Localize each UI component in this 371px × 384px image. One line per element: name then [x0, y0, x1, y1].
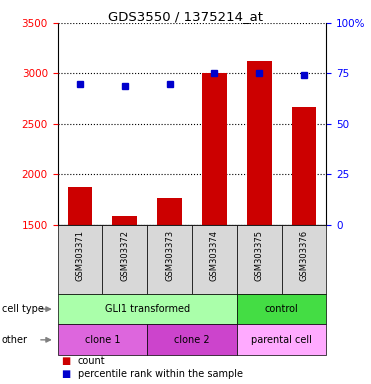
Text: GDS3550 / 1375214_at: GDS3550 / 1375214_at: [108, 10, 263, 23]
Bar: [247, 61, 272, 376]
Bar: [237, 225, 282, 294]
Text: count: count: [78, 356, 105, 366]
Text: clone 1: clone 1: [85, 335, 120, 345]
Bar: [147, 225, 192, 294]
Text: control: control: [265, 304, 299, 314]
Bar: [237, 294, 326, 324]
Text: ■: ■: [61, 356, 70, 366]
Text: GSM303371: GSM303371: [75, 230, 85, 281]
Bar: [157, 199, 182, 376]
Text: clone 2: clone 2: [174, 335, 210, 345]
Bar: [282, 225, 326, 294]
Text: other: other: [2, 335, 28, 345]
Bar: [102, 225, 147, 294]
Text: GSM303375: GSM303375: [255, 230, 264, 281]
Text: cell type: cell type: [2, 304, 44, 314]
Bar: [58, 225, 102, 294]
Bar: [202, 73, 227, 376]
Text: GSM303376: GSM303376: [299, 230, 309, 281]
Text: GSM303374: GSM303374: [210, 230, 219, 281]
Bar: [112, 215, 137, 376]
Bar: [68, 187, 92, 376]
Bar: [147, 324, 237, 355]
Text: GSM303372: GSM303372: [120, 230, 129, 281]
Bar: [58, 294, 237, 324]
Text: parental cell: parental cell: [251, 335, 312, 345]
Text: percentile rank within the sample: percentile rank within the sample: [78, 369, 243, 379]
Text: GLI1 transformed: GLI1 transformed: [105, 304, 190, 314]
Text: ■: ■: [61, 369, 70, 379]
Bar: [237, 324, 326, 355]
Text: GSM303373: GSM303373: [165, 230, 174, 281]
Bar: [292, 107, 316, 376]
Bar: [192, 225, 237, 294]
Bar: [58, 324, 147, 355]
